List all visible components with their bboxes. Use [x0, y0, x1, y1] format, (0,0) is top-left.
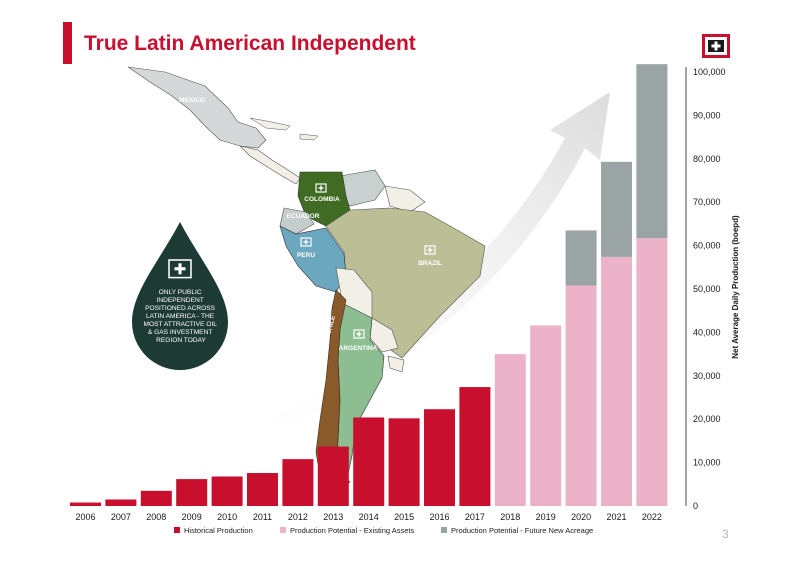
y-axis-ticks: 0 10,000 20,000 30,000 40,000 50,000 60,000 70,… [693, 67, 726, 511]
x-tick-label: 2011 [253, 512, 272, 522]
legend-label-2: Production Potential - Future New Acreag… [451, 526, 593, 535]
y-tick-label: 70,000 [693, 197, 721, 207]
map-label-argentina: ARGENTINA [339, 345, 378, 352]
bar-2013-series-0 [317, 446, 349, 506]
x-tick-label: 2015 [394, 512, 414, 522]
map-region-mexico [127, 66, 267, 149]
x-tick-label: 2006 [75, 512, 95, 522]
bar-2012-series-0 [282, 459, 314, 506]
x-tick-label: 2020 [571, 512, 591, 522]
bar-2016-series-0 [424, 409, 455, 506]
x-tick-label: 2013 [323, 512, 343, 522]
x-tick-label: 2021 [606, 512, 626, 522]
y-tick-label: 20,000 [693, 414, 721, 424]
y-tick-label: 40,000 [693, 327, 721, 337]
bar-2021-series-1 [601, 256, 632, 506]
bar-2008-series-0 [140, 490, 172, 506]
growth-arrow [225, 92, 610, 452]
map-region-guianas [384, 185, 426, 213]
x-tick-label: 2012 [288, 512, 308, 522]
bar-2021-series-2 [601, 161, 632, 257]
y-tick-label: 10,000 [693, 458, 721, 468]
bar-2019-series-1 [530, 325, 562, 506]
bar-2006-series-0 [70, 502, 101, 506]
x-tick-label: 2019 [536, 512, 556, 522]
x-tick-label: 2008 [146, 512, 166, 522]
x-tick-label: 2014 [359, 512, 379, 522]
company-logo-icon [702, 34, 730, 58]
legend-swatch-2 [441, 527, 447, 533]
map-label-mexico: MEXICO [179, 97, 205, 104]
y-tick-label: 50,000 [693, 284, 721, 294]
map-region-ecuador [279, 207, 315, 235]
y-tick-label: 80,000 [693, 154, 721, 164]
x-tick-label: 2017 [465, 512, 485, 522]
bar-2022-series-2 [636, 64, 668, 239]
y-tick-label: 0 [693, 501, 698, 511]
title-accent-bar [63, 22, 72, 64]
bar-2007-series-0 [105, 499, 137, 506]
y-tick-label: 30,000 [693, 371, 721, 381]
bar-2020-series-2 [565, 230, 597, 286]
page-number: 3 [722, 527, 729, 541]
legend-label-0: Historical Production [184, 526, 253, 535]
bar-2017-series-0 [459, 387, 491, 506]
slide-title: True Latin American Independent [84, 32, 416, 55]
x-tick-label: 2016 [429, 512, 449, 522]
bar-2020-series-1 [565, 285, 597, 506]
x-axis-ticks: 2006 2007 2008 2009 2010 2011 2012 2013 2014 2015… [75, 512, 661, 522]
map-label-brazil: BRAZIL [418, 260, 442, 267]
map-label-colombia: COLOMBIA [304, 196, 340, 203]
bar-2022-series-1 [636, 238, 668, 507]
x-tick-label: 2022 [642, 512, 662, 522]
x-tick-label: 2007 [111, 512, 131, 522]
bar-2009-series-0 [176, 479, 208, 506]
bar-series-group [70, 64, 668, 507]
map-region-caribbean [249, 117, 319, 141]
bar-2015-series-0 [388, 418, 420, 506]
map-label-chile: CHILE [325, 314, 337, 335]
bar-2011-series-0 [247, 473, 278, 506]
callout-drop: ONLY PUBLIC INDEPENDENT POSITIONED ACROS… [132, 222, 228, 370]
y-axis-label: Net Average Daily Production (boepd) [731, 215, 740, 359]
legend-label-1: Production Potential - Existing Assets [290, 526, 414, 535]
callout-text: ONLY PUBLIC INDEPENDENT POSITIONED ACROS… [144, 289, 219, 344]
y-tick-label: 90,000 [693, 110, 721, 120]
map-label-peru: PERU [297, 252, 315, 259]
x-tick-label: 2009 [182, 512, 202, 522]
map-region-central-america [239, 145, 301, 185]
x-tick-label: 2010 [217, 512, 237, 522]
map-label-ecuador: ECUADOR [287, 213, 320, 220]
callout-logo-icon [168, 259, 192, 279]
bar-2014-series-0 [353, 417, 385, 506]
y-tick-label: 100,000 [693, 67, 726, 77]
bar-2018-series-1 [494, 354, 526, 506]
chart-legend: Historical Production Production Potentia… [174, 526, 593, 535]
legend-swatch-0 [174, 527, 180, 533]
bar-2010-series-0 [211, 476, 243, 506]
x-tick-label: 2018 [500, 512, 520, 522]
legend-swatch-1 [280, 527, 286, 533]
y-tick-label: 60,000 [693, 241, 721, 251]
latin-america-map [127, 66, 486, 489]
